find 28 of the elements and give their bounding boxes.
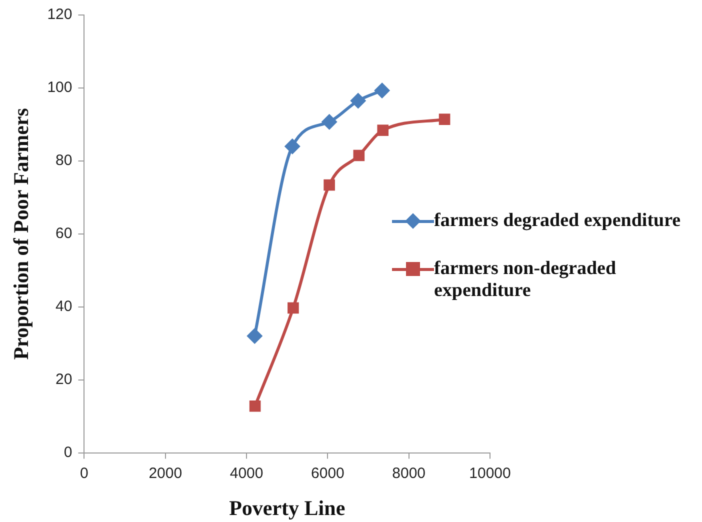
legend-label: farmers non-degraded expenditure <box>434 258 618 302</box>
point <box>246 328 263 344</box>
x-tick-label: 2000 <box>148 464 182 482</box>
point <box>377 124 389 136</box>
point <box>324 179 335 191</box>
x-tick-label: 0 <box>80 464 88 482</box>
y-tick-label: 60 <box>56 225 72 242</box>
y-tick-label: 20 <box>56 370 72 388</box>
y-axis-title: Proportion of Poor Farmers <box>9 108 34 360</box>
x-tick-label: 8000 <box>392 464 426 482</box>
point <box>284 138 300 154</box>
y-tick-label: 100 <box>47 79 72 96</box>
x-axis-title: Poverty Line <box>229 496 346 520</box>
point <box>438 114 450 125</box>
y-tick-label: 0 <box>64 444 72 461</box>
x-tick-label: 4000 <box>230 464 264 482</box>
point <box>353 150 365 162</box>
x-tick-label: 10000 <box>469 464 511 482</box>
y-tick-label: 80 <box>56 152 72 170</box>
point <box>350 92 366 109</box>
y-tick-label: 120 <box>47 6 72 24</box>
point <box>321 114 338 130</box>
point <box>288 302 299 314</box>
legend-label: farmers degraded expenditure <box>434 210 681 232</box>
y-tick-label: 40 <box>56 298 72 316</box>
x-tick-label: 6000 <box>311 464 344 482</box>
point <box>374 82 390 99</box>
point <box>249 400 261 412</box>
